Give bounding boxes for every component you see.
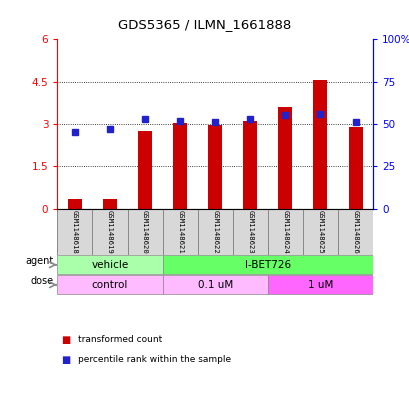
Bar: [173, 123, 187, 209]
Text: percentile rank within the sample: percentile rank within the sample: [78, 355, 230, 364]
Text: GSM1148626: GSM1148626: [352, 210, 358, 253]
Bar: [348, 127, 362, 209]
Text: 1 uM: 1 uM: [307, 280, 333, 290]
Text: dose: dose: [31, 276, 54, 286]
Text: agent: agent: [26, 256, 54, 266]
Bar: [92, 209, 127, 255]
Bar: [162, 275, 267, 294]
Bar: [162, 255, 372, 274]
Bar: [278, 107, 292, 209]
Text: GSM1148618: GSM1148618: [72, 210, 78, 253]
Text: GSM1148625: GSM1148625: [317, 210, 323, 253]
Bar: [302, 209, 337, 255]
Text: GSM1148623: GSM1148623: [247, 210, 253, 253]
Text: 0.1 uM: 0.1 uM: [197, 280, 232, 290]
Text: GSM1148622: GSM1148622: [212, 210, 218, 253]
Text: I-BET726: I-BET726: [244, 260, 290, 270]
Bar: [57, 255, 162, 274]
Text: GSM1148624: GSM1148624: [282, 210, 288, 253]
Bar: [127, 209, 162, 255]
Text: ■: ■: [61, 354, 71, 365]
Text: GSM1148621: GSM1148621: [177, 210, 183, 253]
Text: transformed count: transformed count: [78, 336, 162, 344]
Bar: [267, 275, 372, 294]
Text: vehicle: vehicle: [91, 260, 128, 270]
Text: GSM1148619: GSM1148619: [107, 210, 113, 253]
Bar: [337, 209, 372, 255]
Bar: [232, 209, 267, 255]
Bar: [162, 209, 197, 255]
Bar: [267, 209, 302, 255]
Text: GSM1148620: GSM1148620: [142, 210, 148, 253]
Bar: [103, 199, 117, 209]
Bar: [68, 199, 82, 209]
Bar: [138, 131, 152, 209]
Text: ■: ■: [61, 335, 71, 345]
Bar: [243, 121, 257, 209]
Bar: [57, 275, 162, 294]
Text: GDS5365 / ILMN_1661888: GDS5365 / ILMN_1661888: [118, 18, 291, 31]
Bar: [57, 209, 92, 255]
Bar: [313, 80, 327, 209]
Bar: [197, 209, 232, 255]
Text: control: control: [92, 280, 128, 290]
Bar: [208, 125, 222, 209]
